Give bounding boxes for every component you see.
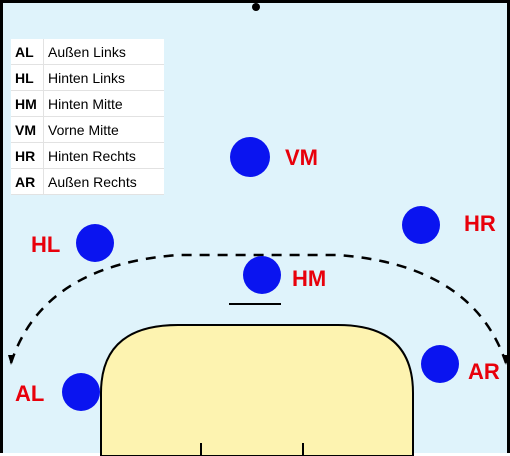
legend-abbr: HR <box>11 142 44 169</box>
legend-row: HR Hinten Rechts <box>11 142 164 169</box>
legend-desc: Außen Rechts <box>43 168 164 195</box>
player-vm <box>230 137 270 177</box>
legend-abbr: HL <box>11 64 44 91</box>
player-hl <box>76 224 114 262</box>
player-ar <box>421 345 459 383</box>
label-hm: HM <box>292 266 327 291</box>
legend-abbr: AR <box>11 168 44 195</box>
court-markings <box>8 3 509 456</box>
legend-desc: Hinten Mitte <box>43 90 164 117</box>
legend-desc: Vorne Mitte <box>43 116 164 143</box>
player-al <box>62 373 100 411</box>
legend-row: AL Außen Links <box>11 39 164 65</box>
legend-abbr: AL <box>11 39 44 65</box>
free-throw-line-end-left <box>8 355 14 365</box>
free-throw-line-end-right <box>503 355 509 365</box>
label-al: AL <box>15 381 45 406</box>
label-hr: HR <box>464 211 496 236</box>
player-hr <box>402 206 440 244</box>
center-mark <box>252 3 260 11</box>
label-hl: HL <box>31 232 61 257</box>
position-legend: AL Außen Links HL Hinten Links HM Hinten Mitt… <box>11 39 164 195</box>
legend-row: VM Vorne Mitte <box>11 116 164 143</box>
label-ar: AR <box>468 359 500 384</box>
goal-area <box>100 324 414 456</box>
legend-desc: Hinten Rechts <box>43 142 164 169</box>
legend-abbr: VM <box>11 116 44 143</box>
label-vm: VM <box>285 145 318 170</box>
legend-desc: Außen Links <box>43 39 164 65</box>
legend-row: AR Außen Rechts <box>11 168 164 195</box>
player-hm <box>243 256 281 294</box>
free-throw-line <box>9 253 508 364</box>
legend-abbr: HM <box>11 90 44 117</box>
legend-row: HM Hinten Mitte <box>11 90 164 117</box>
legend-desc: Hinten Links <box>43 64 164 91</box>
legend-row: HL Hinten Links <box>11 64 164 91</box>
